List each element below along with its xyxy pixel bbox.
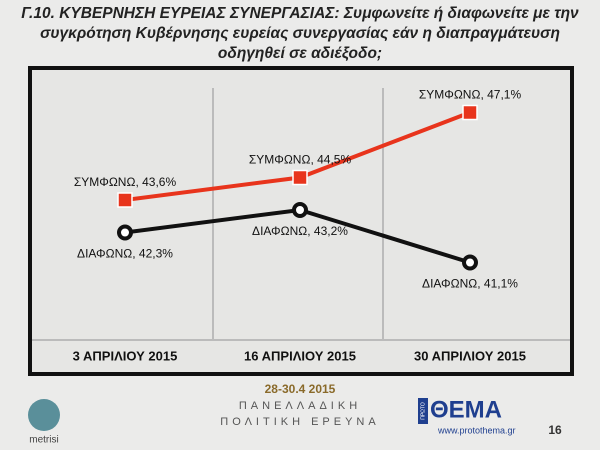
data-label: ΔΙΑΦΩΝΩ, 42,3% — [77, 247, 173, 261]
marker — [117, 224, 133, 241]
footer-line: ΠΟΛΙΤΙΚΗ ΕΡΕΥΝΑ — [220, 416, 379, 428]
page-number: 16 — [548, 423, 562, 437]
logo-text: metrisi — [29, 435, 58, 446]
x-tick-label: 16 ΑΠΡΙΛΙΟΥ 2015 — [244, 348, 356, 363]
marker — [462, 104, 478, 121]
marker — [462, 254, 478, 271]
plot-frame — [28, 66, 574, 376]
chart-title: Γ.10. ΚΥΒΕΡΝΗΣΗ ΕΥΡΕΙΑΣ ΣΥΝΕΡΓΑΣΙΑΣ: Συμ… — [21, 5, 579, 62]
footer-line: ΠΑΝΕΛΛΑΔΙΚΗ — [239, 400, 361, 412]
brand: ΘΕΜΑ — [430, 396, 502, 423]
logo-icon — [28, 399, 60, 431]
brand-url: www.protothema.gr — [437, 425, 516, 435]
data-label: ΣΥΜΦΩΝΩ, 43,6% — [74, 175, 177, 189]
brand-small: ΠΡΩΤΟ — [420, 402, 426, 420]
data-label: ΔΙΑΦΩΝΩ, 43,2% — [252, 224, 348, 238]
footer-dates: 28-30.4 2015 — [265, 382, 336, 396]
marker — [292, 202, 308, 218]
data-label: ΣΥΜΦΩΝΩ, 44,5% — [249, 153, 352, 167]
data-label: ΣΥΜΦΩΝΩ, 47,1% — [419, 88, 522, 102]
x-tick-label: 30 ΑΠΡΙΛΙΟΥ 2015 — [414, 348, 526, 363]
marker — [292, 169, 308, 186]
brand-tag — [418, 398, 428, 424]
data-label: ΔΙΑΦΩΝΩ, 41,1% — [422, 277, 518, 291]
marker — [117, 192, 133, 208]
x-tick-label: 3 ΑΠΡΙΛΙΟΥ 2015 — [73, 348, 178, 363]
